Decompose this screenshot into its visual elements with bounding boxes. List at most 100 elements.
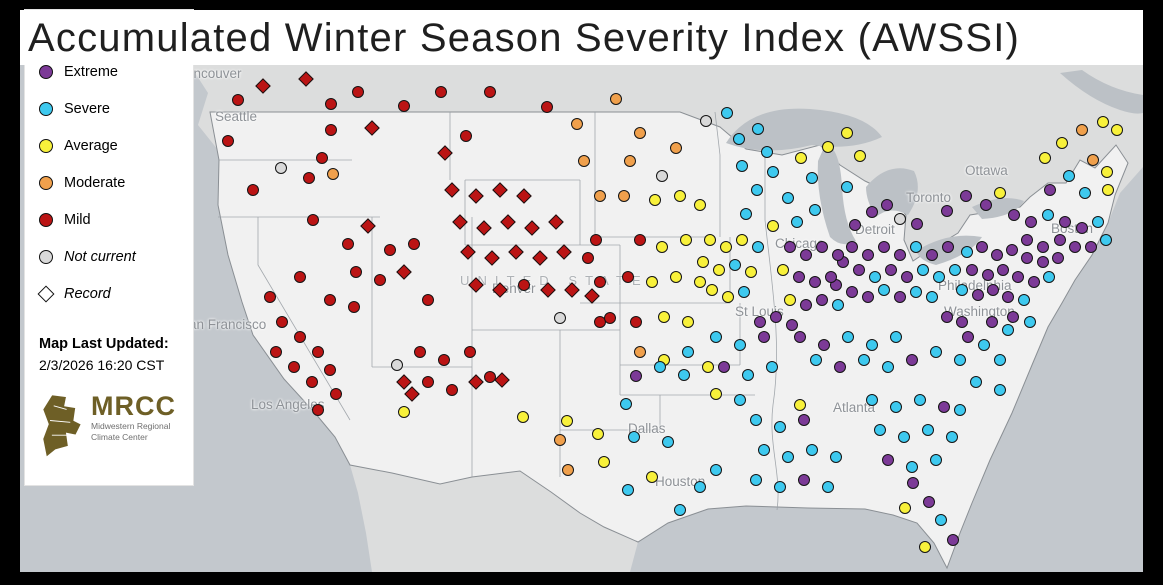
station-marker-mild[interactable] bbox=[348, 301, 360, 313]
station-marker-extreme[interactable] bbox=[911, 218, 923, 230]
station-marker-extreme[interactable] bbox=[800, 299, 812, 311]
station-marker-severe[interactable] bbox=[810, 354, 822, 366]
station-marker-severe[interactable] bbox=[682, 346, 694, 358]
station-marker-extreme[interactable] bbox=[809, 276, 821, 288]
station-marker-mild[interactable] bbox=[324, 294, 336, 306]
station-marker-severe[interactable] bbox=[751, 184, 763, 196]
station-marker-average[interactable] bbox=[713, 264, 725, 276]
station-marker-mild[interactable] bbox=[604, 312, 616, 324]
station-marker-moderate[interactable] bbox=[634, 346, 646, 358]
station-marker-severe[interactable] bbox=[1043, 271, 1055, 283]
station-marker-extreme[interactable] bbox=[1076, 222, 1088, 234]
station-marker-extreme[interactable] bbox=[987, 284, 999, 296]
station-marker-severe[interactable] bbox=[734, 394, 746, 406]
station-marker-extreme[interactable] bbox=[1037, 241, 1049, 253]
station-marker-severe[interactable] bbox=[890, 401, 902, 413]
station-marker-average[interactable] bbox=[1039, 152, 1051, 164]
station-marker-moderate[interactable] bbox=[554, 434, 566, 446]
station-marker-extreme[interactable] bbox=[866, 206, 878, 218]
station-marker-average[interactable] bbox=[646, 276, 658, 288]
station-marker-mild[interactable] bbox=[590, 234, 602, 246]
station-marker-extreme[interactable] bbox=[1021, 234, 1033, 246]
station-marker-mild[interactable] bbox=[422, 376, 434, 388]
station-marker-severe[interactable] bbox=[721, 107, 733, 119]
station-marker-severe[interactable] bbox=[740, 208, 752, 220]
station-marker-extreme[interactable] bbox=[1007, 311, 1019, 323]
station-marker-extreme[interactable] bbox=[798, 474, 810, 486]
station-marker-mild-record[interactable] bbox=[508, 244, 524, 260]
station-marker-mild[interactable] bbox=[342, 238, 354, 250]
station-marker-not-current[interactable] bbox=[894, 213, 906, 225]
station-marker-extreme[interactable] bbox=[816, 241, 828, 253]
station-marker-moderate[interactable] bbox=[1076, 124, 1088, 136]
station-marker-extreme[interactable] bbox=[1028, 276, 1040, 288]
station-marker-severe[interactable] bbox=[628, 431, 640, 443]
station-marker-average[interactable] bbox=[919, 541, 931, 553]
station-marker-extreme[interactable] bbox=[816, 294, 828, 306]
station-marker-average[interactable] bbox=[658, 311, 670, 323]
station-marker-severe[interactable] bbox=[922, 424, 934, 436]
station-marker-severe[interactable] bbox=[662, 436, 674, 448]
station-marker-mild-record[interactable] bbox=[494, 372, 510, 388]
station-marker-extreme[interactable] bbox=[972, 289, 984, 301]
station-marker-mild[interactable] bbox=[350, 266, 362, 278]
station-marker-extreme[interactable] bbox=[793, 271, 805, 283]
station-marker-moderate[interactable] bbox=[327, 168, 339, 180]
station-marker-severe[interactable] bbox=[954, 354, 966, 366]
station-marker-severe[interactable] bbox=[809, 204, 821, 216]
station-marker-severe[interactable] bbox=[869, 271, 881, 283]
station-marker-severe[interactable] bbox=[694, 481, 706, 493]
station-marker-average[interactable] bbox=[561, 415, 573, 427]
station-marker-extreme[interactable] bbox=[907, 477, 919, 489]
station-marker-extreme[interactable] bbox=[849, 219, 861, 231]
station-marker-extreme[interactable] bbox=[894, 249, 906, 261]
station-marker-extreme[interactable] bbox=[1006, 244, 1018, 256]
station-marker-mild[interactable] bbox=[294, 271, 306, 283]
station-marker-extreme[interactable] bbox=[1021, 252, 1033, 264]
station-marker-average[interactable] bbox=[398, 406, 410, 418]
station-marker-mild-record[interactable] bbox=[452, 214, 468, 230]
station-marker-extreme[interactable] bbox=[942, 241, 954, 253]
station-marker-mild[interactable] bbox=[460, 130, 472, 142]
station-marker-severe[interactable] bbox=[791, 216, 803, 228]
station-marker-severe[interactable] bbox=[878, 284, 890, 296]
station-marker-moderate[interactable] bbox=[571, 118, 583, 130]
station-marker-mild[interactable] bbox=[247, 184, 259, 196]
station-marker-extreme[interactable] bbox=[882, 454, 894, 466]
station-marker-mild-record[interactable] bbox=[460, 244, 476, 260]
station-marker-severe[interactable] bbox=[822, 481, 834, 493]
station-marker-average[interactable] bbox=[899, 502, 911, 514]
station-marker-severe[interactable] bbox=[954, 404, 966, 416]
station-marker-mild[interactable] bbox=[312, 346, 324, 358]
station-marker-severe[interactable] bbox=[674, 504, 686, 516]
station-marker-average[interactable] bbox=[680, 234, 692, 246]
station-marker-extreme[interactable] bbox=[862, 291, 874, 303]
station-marker-average[interactable] bbox=[517, 411, 529, 423]
station-marker-mild-record[interactable] bbox=[404, 386, 420, 402]
station-marker-extreme[interactable] bbox=[1037, 256, 1049, 268]
station-marker-average[interactable] bbox=[854, 150, 866, 162]
station-marker-average[interactable] bbox=[994, 187, 1006, 199]
station-marker-moderate[interactable] bbox=[670, 142, 682, 154]
station-marker-mild-record[interactable] bbox=[437, 145, 453, 161]
station-marker-severe[interactable] bbox=[1092, 216, 1104, 228]
station-marker-average[interactable] bbox=[720, 241, 732, 253]
station-marker-severe[interactable] bbox=[930, 346, 942, 358]
station-marker-average[interactable] bbox=[710, 388, 722, 400]
station-marker-severe[interactable] bbox=[729, 259, 741, 271]
station-marker-mild[interactable] bbox=[330, 388, 342, 400]
station-marker-not-current[interactable] bbox=[700, 115, 712, 127]
station-marker-severe[interactable] bbox=[761, 146, 773, 158]
station-marker-severe[interactable] bbox=[752, 123, 764, 135]
station-marker-severe[interactable] bbox=[841, 181, 853, 193]
station-marker-extreme[interactable] bbox=[1012, 271, 1024, 283]
station-marker-severe[interactable] bbox=[866, 394, 878, 406]
station-marker-mild-record[interactable] bbox=[484, 250, 500, 266]
station-marker-severe[interactable] bbox=[710, 331, 722, 343]
station-marker-mild[interactable] bbox=[422, 294, 434, 306]
station-marker-extreme[interactable] bbox=[1044, 184, 1056, 196]
station-marker-mild[interactable] bbox=[594, 276, 606, 288]
station-marker-mild[interactable] bbox=[484, 86, 496, 98]
station-marker-extreme[interactable] bbox=[862, 249, 874, 261]
station-marker-mild[interactable] bbox=[484, 371, 496, 383]
